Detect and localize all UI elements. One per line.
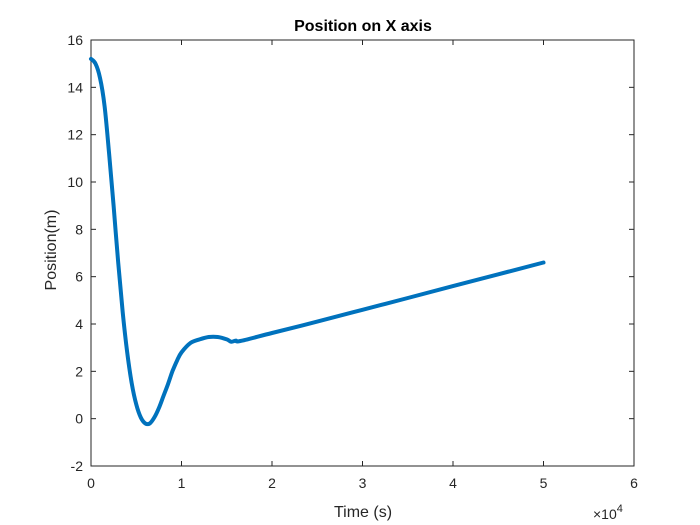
x-tick-label: 2 bbox=[268, 475, 276, 491]
x-tick-label: 1 bbox=[178, 475, 186, 491]
axis-ticks bbox=[90, 39, 635, 467]
y-tick-label: 14 bbox=[67, 79, 83, 95]
y-tick-label: -2 bbox=[71, 458, 84, 474]
y-tick-label: 4 bbox=[75, 316, 83, 332]
y-tick-label: 8 bbox=[75, 221, 83, 237]
x-tick-label: 0 bbox=[87, 475, 95, 491]
series-line bbox=[89, 56, 546, 427]
x-multiplier-exponent: 4 bbox=[617, 503, 623, 515]
y-axis-label: Position(m) bbox=[43, 210, 60, 291]
x-tick-label: 6 bbox=[630, 475, 638, 491]
y-tick-label: 12 bbox=[67, 127, 83, 143]
x-tick-labels: 0 1 2 3 4 5 6 bbox=[87, 475, 638, 491]
y-tick-labels: -2 0 2 4 6 8 10 12 14 16 bbox=[67, 32, 83, 474]
x-axis-label: Time (s) bbox=[334, 504, 392, 521]
chart-title: Position on X axis bbox=[294, 18, 432, 35]
y-tick-label: 2 bbox=[75, 363, 83, 379]
y-tick-label: 10 bbox=[67, 174, 83, 190]
x-multiplier-base: ×10 bbox=[593, 506, 617, 522]
plot-area bbox=[90, 39, 635, 467]
x-axis-multiplier: ×104 bbox=[593, 503, 623, 522]
x-tick-label: 4 bbox=[449, 475, 457, 491]
x-tick-label: 5 bbox=[540, 475, 548, 491]
y-tick-label: 6 bbox=[75, 269, 83, 285]
y-tick-label: 16 bbox=[67, 32, 83, 48]
y-tick-label: 0 bbox=[75, 411, 83, 427]
x-tick-label: 3 bbox=[359, 475, 367, 491]
